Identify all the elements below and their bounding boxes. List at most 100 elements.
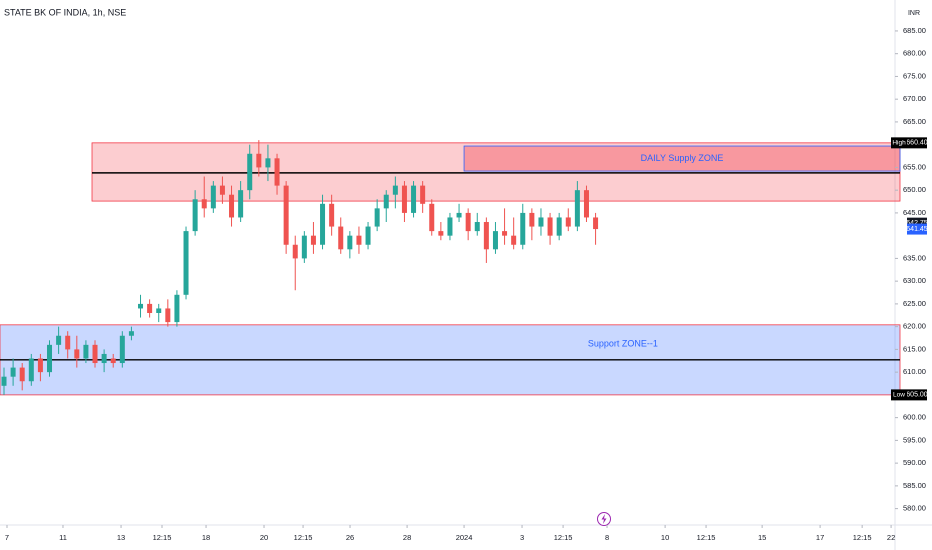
candle-body <box>174 294 180 323</box>
annotation-box <box>463 145 901 172</box>
candle-body <box>365 226 371 245</box>
candle-body <box>83 344 89 359</box>
candle-body <box>356 235 362 245</box>
candle-body <box>56 335 62 345</box>
candle-body <box>238 190 244 218</box>
x-tick-label: 12:15 <box>853 533 872 542</box>
y-tick-label: 610.00 <box>903 367 926 376</box>
candle-body <box>201 199 207 209</box>
candle-body <box>247 153 253 191</box>
y-tick-label: 590.00 <box>903 458 926 467</box>
price-badge-label: 660.40 <box>906 140 928 147</box>
price-badge-tag <box>891 389 907 401</box>
candle-body <box>92 344 98 364</box>
candle-body <box>147 303 153 313</box>
price-badge-label: 641.45 <box>906 226 928 233</box>
candle-body <box>574 190 580 227</box>
candle-body <box>329 203 335 227</box>
candle-body <box>156 308 162 313</box>
y-tick-label: 685.00 <box>903 26 926 35</box>
candle-body <box>401 185 407 213</box>
y-tick-label: 625.00 <box>903 299 926 308</box>
candle-body <box>229 194 235 218</box>
candle-body <box>392 185 398 195</box>
lightning-icon[interactable] <box>597 512 611 526</box>
candle-body <box>192 199 198 232</box>
candle-body <box>456 212 462 218</box>
candle-body <box>65 335 71 350</box>
candle-body <box>465 212 471 232</box>
candle-body <box>420 185 426 204</box>
candle-body <box>265 158 271 168</box>
candle-body <box>556 217 562 236</box>
y-tick-label: 645.00 <box>903 208 926 217</box>
price-badge <box>907 137 927 149</box>
candle-body <box>447 217 453 236</box>
x-tick-label: 28 <box>403 533 411 542</box>
candle-body <box>338 226 344 250</box>
candle-body <box>492 231 498 250</box>
candle-body <box>283 185 289 245</box>
candle-body <box>101 353 107 364</box>
candle-body <box>256 153 262 168</box>
candle-body <box>520 212 526 245</box>
price-badge-label: 642.75 <box>906 220 928 227</box>
y-tick-label: 580.00 <box>903 504 926 513</box>
y-tick-label: 665.00 <box>903 117 926 126</box>
x-tick-label: 22 <box>887 533 895 542</box>
candle-body <box>301 235 307 259</box>
y-tick-label: 615.00 <box>903 344 926 353</box>
y-tick-label: 585.00 <box>903 481 926 490</box>
x-tick-label: 11 <box>59 533 67 542</box>
x-tick-label: 18 <box>202 533 210 542</box>
candle-body <box>320 203 326 245</box>
candle-body <box>374 208 380 227</box>
candle-body <box>310 235 316 245</box>
candle-body <box>28 358 34 382</box>
x-tick-label: 12:15 <box>697 533 716 542</box>
x-tick-label: 12:15 <box>153 533 172 542</box>
candle-body <box>538 217 544 227</box>
y-tick-label: 670.00 <box>903 94 926 103</box>
candle-body <box>483 222 489 250</box>
candle-body <box>47 344 53 373</box>
x-tick-label: 12:15 <box>554 533 573 542</box>
candle-body <box>547 217 553 236</box>
candle-body <box>1 376 7 386</box>
candle-body <box>183 231 189 295</box>
candle-body <box>583 190 589 218</box>
candle-body <box>110 358 116 364</box>
candle-body <box>37 358 43 373</box>
x-tick-label: 12:15 <box>294 533 313 542</box>
candle-body <box>219 185 225 195</box>
candle-body <box>292 244 298 259</box>
x-tick-label: 13 <box>117 533 125 542</box>
candle-body <box>411 185 417 213</box>
price-badge-tag <box>891 137 907 149</box>
candle-body <box>511 235 517 245</box>
candle-body <box>74 349 80 359</box>
x-tick-label: 20 <box>260 533 268 542</box>
candle-body <box>429 203 435 232</box>
y-tick-label: 630.00 <box>903 276 926 285</box>
x-tick-label: 7 <box>5 533 9 542</box>
candle-body <box>210 185 216 209</box>
candle-body <box>128 331 134 336</box>
x-tick-label: 10 <box>661 533 669 542</box>
price-badge-label: 605.00 <box>906 392 928 399</box>
candle-body <box>502 231 508 236</box>
candle-body <box>19 367 25 382</box>
candle-body <box>593 217 599 230</box>
price-badge-tag-label: High <box>892 140 906 147</box>
x-tick-label: 17 <box>816 533 824 542</box>
price-badge-tag-label: Low <box>893 392 905 399</box>
candle-body <box>474 222 480 232</box>
candle-body <box>347 235 353 250</box>
currency: INR <box>908 10 920 17</box>
x-tick-label: 8 <box>605 533 609 542</box>
candle-body <box>383 194 389 209</box>
candle-body <box>119 335 125 364</box>
y-tick-label: 655.00 <box>903 162 926 171</box>
